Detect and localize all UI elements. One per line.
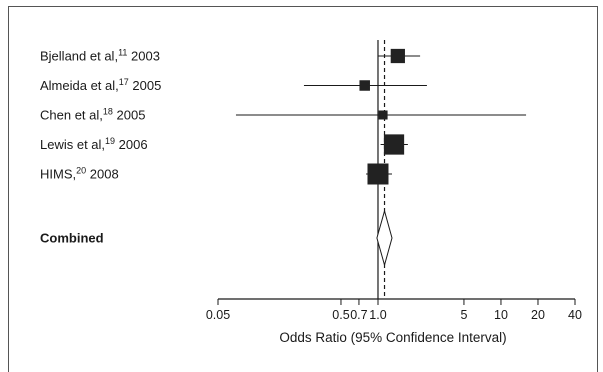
x-axis-tick-label: 0.05	[206, 308, 230, 322]
study-year: 2008	[86, 167, 119, 182]
x-axis-tick-label: 1.0	[369, 308, 386, 322]
study-point-estimate	[390, 48, 405, 64]
x-axis-tick-label: 0.5	[332, 308, 349, 322]
study-reference: 11	[118, 48, 127, 58]
combined-diamond	[376, 209, 393, 267]
x-axis-tick-label: 5	[460, 308, 467, 322]
study-year: 2003	[127, 49, 160, 64]
study-name: HIMS,	[40, 167, 76, 182]
study-name: Chen et al,	[40, 108, 103, 123]
study-label: Lewis et al,19 2006	[40, 136, 148, 152]
study-name: Almeida et al,	[40, 78, 119, 93]
x-axis-tick-label: 20	[531, 308, 545, 322]
x-axis-tick-label: 10	[494, 308, 508, 322]
study-point-estimate	[367, 163, 389, 185]
study-point-estimate	[359, 80, 370, 91]
study-year: 2006	[115, 137, 148, 152]
x-axis-tick-label: 0.7	[350, 308, 367, 322]
study-reference: 18	[103, 107, 113, 117]
study-point-estimate	[378, 110, 388, 120]
study-point-estimate	[383, 134, 405, 155]
x-axis-tick-label: 40	[568, 308, 582, 322]
study-label: Almeida et al,17 2005	[40, 77, 161, 93]
study-label: Chen et al,18 2005	[40, 107, 145, 123]
study-year: 2005	[129, 78, 162, 93]
study-label: Bjelland et al,11 2003	[40, 48, 160, 64]
study-year: 2005	[113, 108, 146, 123]
study-reference: 20	[76, 166, 86, 176]
study-name: Bjelland et al,	[40, 49, 118, 64]
study-label: HIMS,20 2008	[40, 166, 119, 182]
study-name: Lewis et al,	[40, 137, 105, 152]
study-reference: 17	[119, 77, 129, 87]
x-axis-title: Odds Ratio (95% Confidence Interval)	[279, 330, 506, 345]
combined-label: Combined	[40, 231, 104, 246]
study-reference: 19	[105, 136, 115, 146]
